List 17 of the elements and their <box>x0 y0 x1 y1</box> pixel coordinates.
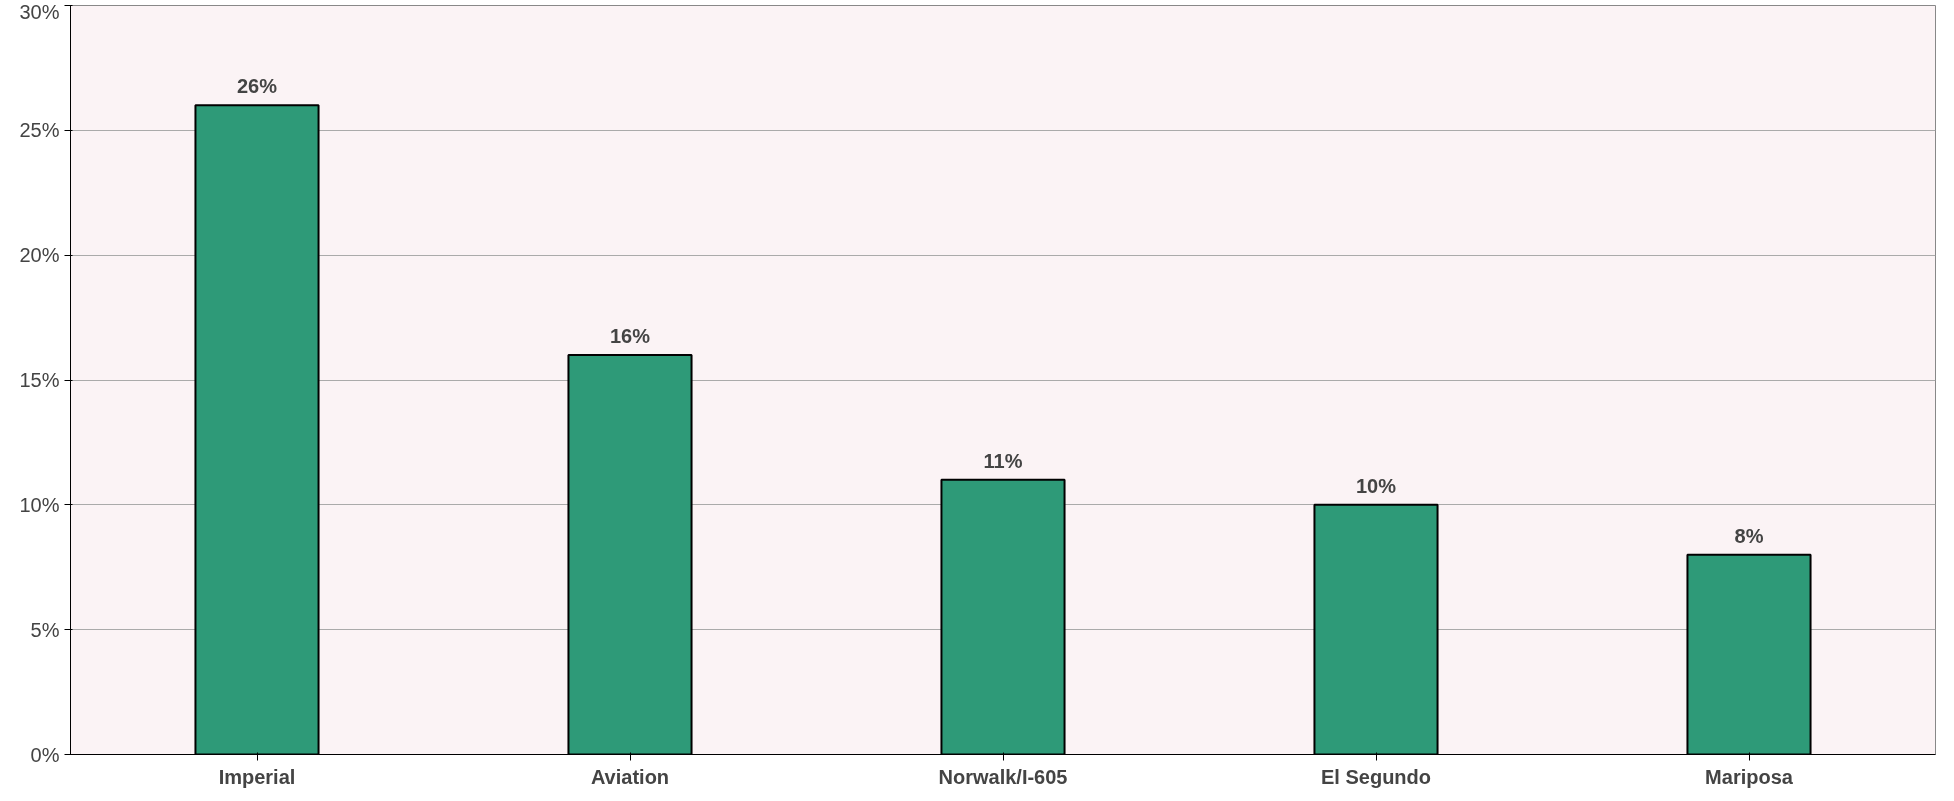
y-tick-label: 20% <box>19 244 60 267</box>
y-tick-label: 10% <box>19 493 60 516</box>
y-tick-label: 5% <box>30 618 60 641</box>
data-label: 8% <box>1734 524 1764 547</box>
data-label: 26% <box>236 75 278 98</box>
x-tick-label: Norwalk/I-605 <box>938 765 1068 788</box>
data-label: 16% <box>609 325 651 348</box>
x-tick-label: Imperial <box>218 765 296 788</box>
data-label: 11% <box>983 449 1023 472</box>
y-tick-label: 0% <box>30 743 60 766</box>
y-tick-label: 25% <box>19 119 60 142</box>
y-tick-label: 30% <box>19 0 60 23</box>
x-tick-label: Aviation <box>590 765 670 788</box>
x-tick-label: El Segundo <box>1321 765 1431 788</box>
x-tick-label: Mariposa <box>1705 765 1794 788</box>
y-tick-label: 15% <box>19 369 60 391</box>
data-label: 10% <box>1355 474 1397 497</box>
